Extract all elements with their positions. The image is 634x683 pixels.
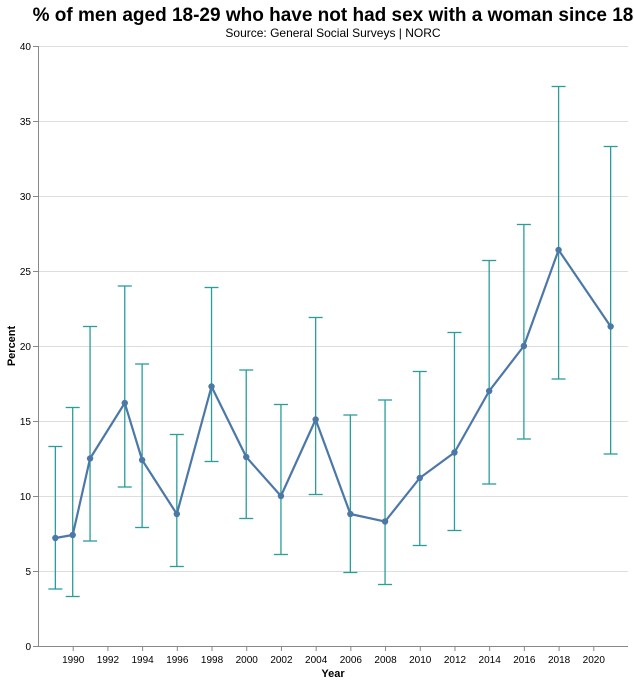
error-bars	[48, 85, 618, 598]
error-bar	[308, 316, 323, 496]
error-bar	[343, 414, 358, 574]
data-point	[520, 342, 528, 350]
y-tick-label: 30	[20, 192, 32, 203]
data-point	[121, 399, 128, 407]
error-bar	[239, 369, 254, 520]
error-bar	[48, 445, 63, 590]
x-tick-label: 1998	[201, 655, 224, 666]
y-tick-label: 10	[20, 492, 32, 503]
y-tick-label: 25	[20, 267, 32, 278]
y-axis-title: Percent	[6, 325, 18, 366]
error-bar	[516, 223, 531, 440]
series-lines	[55, 248, 612, 540]
y-tick-label: 15	[20, 417, 32, 428]
error-bar	[378, 399, 393, 586]
x-tick-label: 1996	[166, 655, 189, 666]
x-tick-label: 2000	[236, 655, 259, 666]
data-point	[277, 492, 285, 500]
data-point	[485, 387, 493, 395]
x-tick-label: 1990	[62, 655, 85, 666]
error-bar	[135, 363, 150, 529]
data-point	[381, 518, 389, 525]
chart-title: % of men aged 18-29 who have not had sex…	[33, 5, 634, 26]
data-point	[208, 383, 215, 390]
x-tick-label: 2020	[583, 655, 606, 666]
y-tick-label: 5	[25, 567, 31, 578]
x-tick-label: 2006	[340, 655, 363, 666]
error-bar	[117, 285, 132, 488]
data-point	[416, 474, 423, 482]
error-bar	[482, 259, 497, 485]
data-point	[312, 416, 319, 423]
y-tick-label: 40	[20, 42, 32, 53]
x-tick-label: 2002	[270, 655, 293, 666]
error-bar	[65, 406, 80, 598]
error-bar	[169, 433, 184, 568]
x-tick-label: 2018	[548, 655, 571, 666]
x-tick-label: 1992	[97, 655, 120, 666]
chart-subtitle: Source: General Social Surveys | NORC	[225, 26, 441, 40]
y-tick-label: 20	[20, 342, 32, 353]
x-axis-title: Year	[321, 668, 345, 680]
x-tick-label: 2010	[409, 655, 432, 666]
error-bar	[447, 331, 462, 532]
x-tick-label: 2008	[374, 655, 397, 666]
data-point	[347, 510, 354, 518]
grid	[38, 46, 628, 647]
x-tick-label: 2012	[444, 655, 467, 666]
error-bar	[551, 85, 566, 380]
data-point	[138, 456, 146, 464]
data-point	[451, 449, 458, 456]
axes: 0 5 10 15 20 25 30 35 40 1990 1992 1994 1996 1998 2000…	[20, 42, 628, 666]
error-bar	[204, 286, 219, 463]
data-point	[69, 531, 76, 539]
x-tick-label: 2016	[513, 655, 536, 666]
data-points	[52, 246, 614, 542]
y-tick-label: 0	[25, 642, 31, 653]
x-tick-label: 2004	[305, 655, 328, 666]
data-point	[243, 453, 250, 461]
series-line	[55, 248, 612, 540]
data-point	[555, 246, 562, 254]
error-bar	[273, 403, 288, 556]
data-point	[607, 323, 614, 330]
y-tick-label: 35	[20, 117, 32, 128]
error-bar	[83, 325, 98, 542]
x-tick-label: 2014	[479, 655, 502, 666]
data-point	[52, 534, 59, 542]
error-bar	[603, 145, 618, 455]
data-point	[173, 510, 181, 518]
x-tick-label: 1994	[131, 655, 154, 666]
error-bar	[412, 370, 427, 547]
data-point	[86, 455, 94, 462]
